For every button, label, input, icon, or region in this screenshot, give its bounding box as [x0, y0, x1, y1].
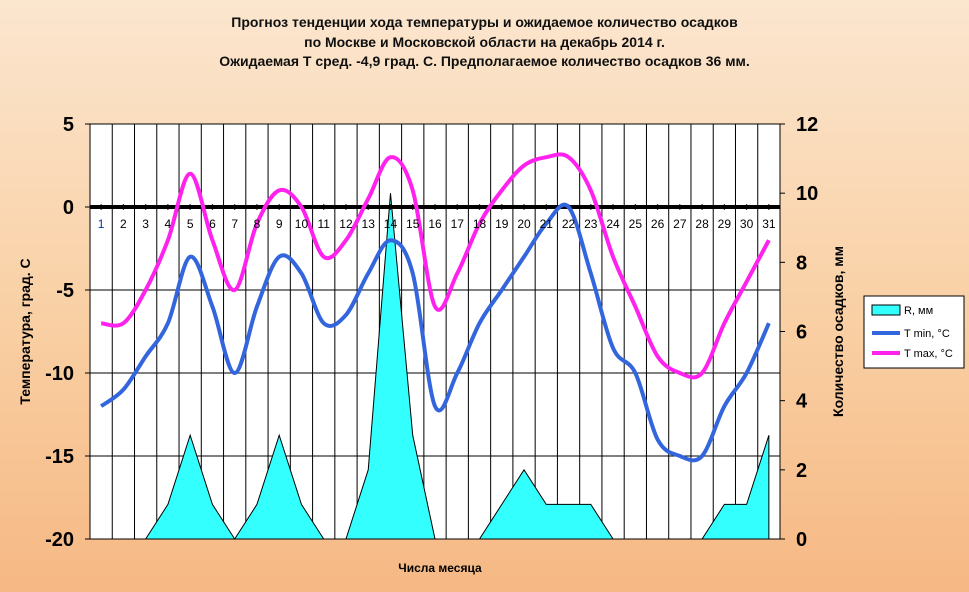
x-tick-label: 23: [584, 217, 598, 231]
x-tick-label: 9: [276, 217, 283, 231]
legend-label-tmax: T max, °C: [904, 348, 953, 360]
x-tick-label: 15: [406, 217, 420, 231]
zero-line-marker: [587, 204, 594, 210]
x-tick-label: 4: [165, 217, 172, 231]
zero-line-marker: [632, 204, 639, 210]
y-left-tick-label: -15: [45, 446, 74, 468]
zero-line-marker: [654, 204, 661, 210]
legend-label-tmin: T min, °C: [904, 328, 950, 340]
zero-line-marker: [476, 204, 483, 210]
y-left-tick-label: 5: [63, 114, 74, 136]
zero-line-marker: [209, 204, 216, 210]
x-tick-label: 10: [295, 217, 309, 231]
x-tick-label: 11: [317, 217, 330, 231]
chart-title-line-3: Ожидаемая Т сред. -4,9 град. С. Предпола…: [219, 53, 750, 69]
y-right-tick-label: 0: [796, 529, 807, 551]
zero-line-marker: [765, 204, 772, 210]
x-tick-label: 21: [540, 217, 554, 231]
zero-line-marker: [187, 204, 194, 210]
zero-line-marker: [721, 204, 728, 210]
zero-line-marker: [342, 204, 349, 210]
zero-line-marker: [676, 204, 683, 210]
zero-line-marker: [98, 204, 105, 210]
x-tick-label: 13: [362, 217, 376, 231]
y-right-tick-label: 10: [796, 183, 818, 205]
x-tick-label: 17: [451, 217, 465, 231]
x-tick-label: 7: [231, 217, 238, 231]
x-tick-label: 22: [562, 217, 576, 231]
zero-line-marker: [432, 204, 438, 210]
x-tick-label: 31: [762, 217, 776, 231]
zero-line-marker: [276, 204, 283, 210]
y-left-axis-title: Температура, град. С: [17, 258, 33, 404]
x-tick-label: 12: [339, 217, 353, 231]
zero-line-marker: [454, 204, 461, 210]
x-tick-label: 1: [98, 217, 105, 231]
x-tick-label: 3: [142, 217, 149, 231]
zero-line-marker: [521, 204, 528, 210]
x-tick-label: 14: [384, 217, 398, 231]
x-tick-label: 28: [695, 217, 709, 231]
series-area-precipitation: [101, 193, 770, 540]
y-right-tick-label: 6: [796, 322, 807, 344]
chart-title-line-2: по Москве и Московской области на декабр…: [304, 34, 665, 50]
x-tick-label: 20: [517, 217, 531, 231]
legend-swatch-precipitation: [871, 304, 901, 316]
zero-line-marker: [320, 204, 327, 210]
zero-line-marker: [743, 204, 750, 210]
zero-line-marker: [699, 204, 706, 210]
zero-line-marker: [231, 204, 238, 210]
zero-line-marker: [253, 204, 260, 210]
y-right-axis-title: Количество осадков, мм: [830, 246, 846, 417]
x-tick-label: 19: [495, 217, 509, 231]
zero-line-marker: [164, 204, 171, 210]
x-tick-label: 16: [428, 217, 442, 231]
zero-line-marker: [543, 204, 550, 210]
x-tick-label: 25: [629, 217, 643, 231]
x-tick-label: 30: [740, 217, 754, 231]
y-left-tick-label: 0: [63, 197, 74, 219]
y-left-tick-label: -20: [45, 529, 74, 551]
y-right-tick-label: 8: [796, 252, 807, 274]
x-tick-label: 24: [606, 217, 620, 231]
y-left-tick-label: -5: [56, 280, 74, 302]
y-left-tick-label: -10: [45, 363, 74, 385]
plot-area: [90, 124, 780, 539]
zero-line-marker: [142, 204, 149, 210]
zero-line-marker: [387, 204, 394, 210]
x-axis-title: Числа месяца: [398, 561, 482, 575]
y-right-tick-label: 2: [796, 460, 807, 482]
zero-line-marker: [610, 204, 617, 210]
x-tick-label: 8: [254, 217, 261, 231]
series-line-tmax: [100, 152, 771, 380]
x-tick-label: 6: [209, 217, 216, 231]
series-line-tmin: [99, 202, 771, 463]
x-tick-label: 5: [187, 217, 194, 231]
zero-line-marker: [120, 204, 127, 210]
x-tick-label: 27: [673, 217, 687, 231]
legend-label-precipitation: R, мм: [904, 305, 933, 317]
x-tick-label: 18: [473, 217, 487, 231]
zero-line-marker: [498, 204, 505, 210]
y-right-tick-label: 12: [796, 114, 818, 136]
x-tick-label: 26: [651, 217, 665, 231]
x-tick-label: 29: [718, 217, 732, 231]
x-tick-label: 2: [120, 217, 127, 231]
y-right-tick-label: 4: [796, 391, 808, 413]
chart-title-line-1: Прогноз тенденции хода температуры и ожи…: [231, 14, 738, 30]
